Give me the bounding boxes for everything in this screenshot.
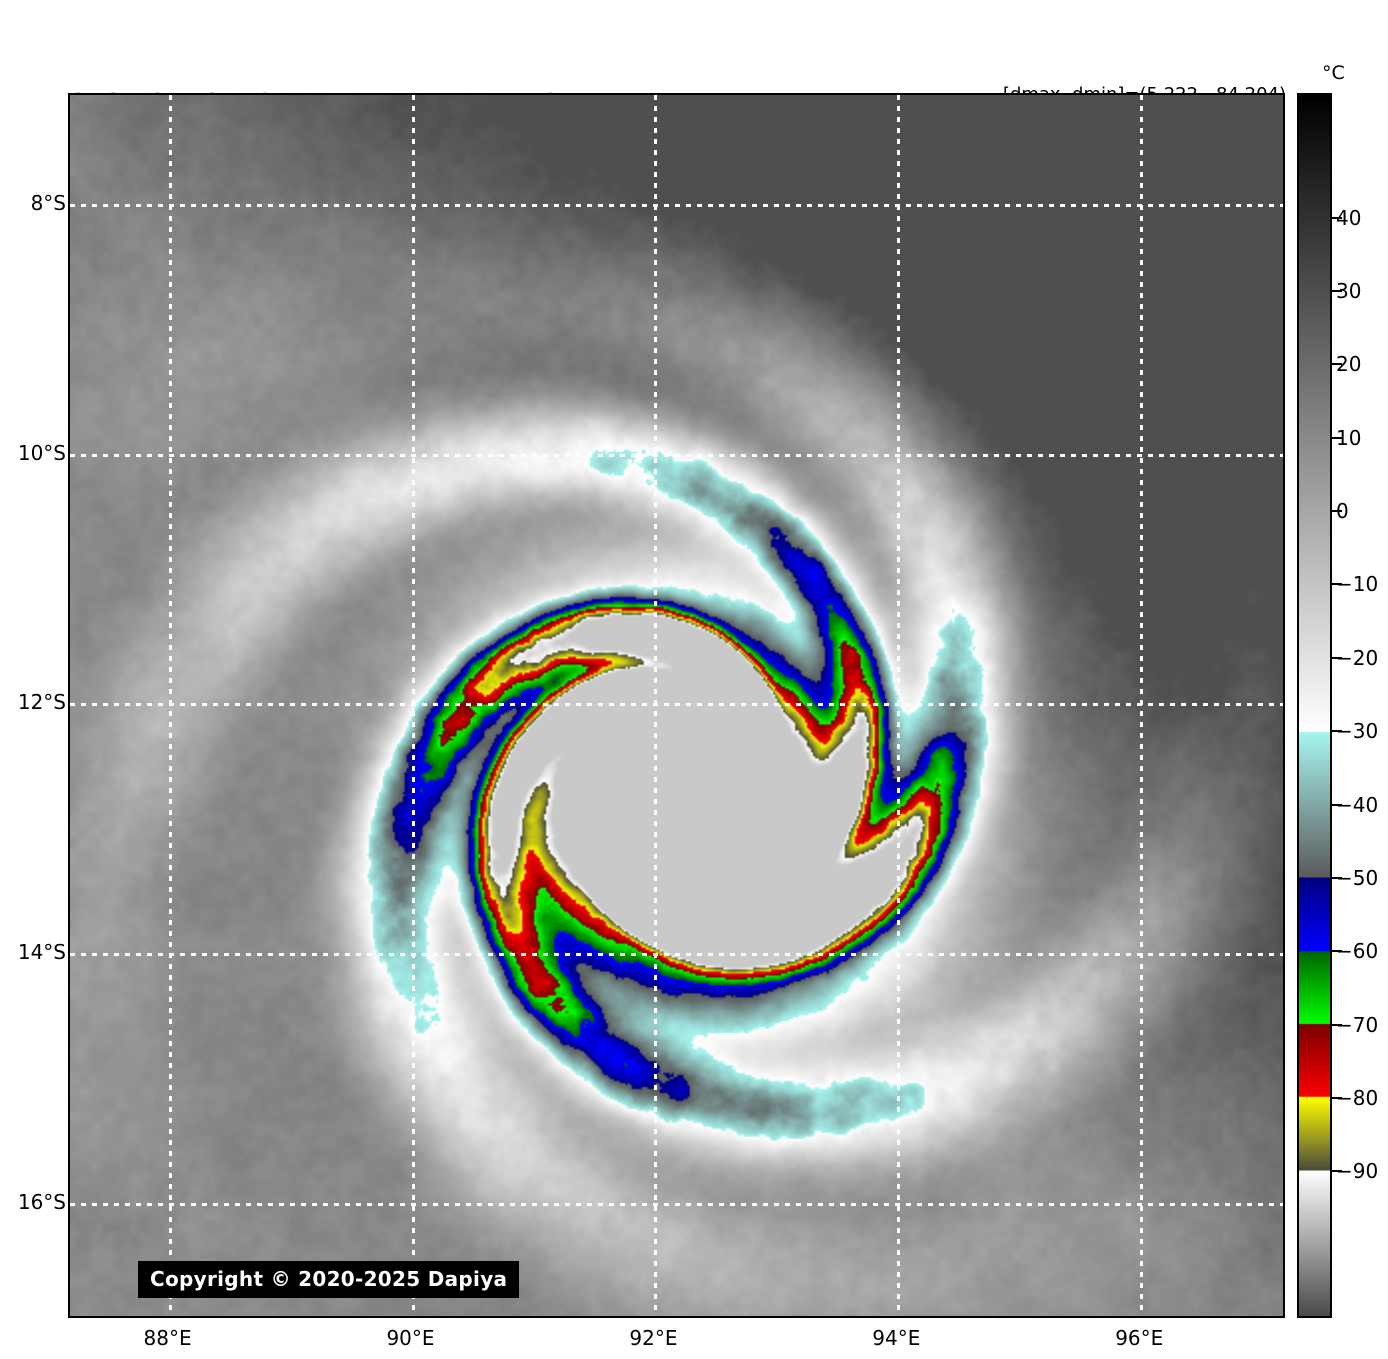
- xtick-92°E: 92°E: [629, 1326, 678, 1350]
- ytick-14°S: 14°S: [17, 940, 66, 965]
- colorbar-tick-mark: [1332, 436, 1342, 439]
- copyright-banner: Copyright © 2020-2025 Dapiya: [138, 1261, 520, 1298]
- colorbar-tick-mark: [1332, 290, 1342, 293]
- xtick-94°E: 94°E: [872, 1326, 921, 1350]
- colorbar-tick--10: −10: [1336, 572, 1379, 597]
- colorbar-tick-40: 40: [1336, 205, 1362, 230]
- colorbar-tick--20: −20: [1336, 645, 1379, 670]
- colorbar-tick--50: −50: [1336, 865, 1379, 890]
- colorbar-tick-mark: [1332, 510, 1342, 513]
- colorbar-tick--40: −40: [1336, 792, 1379, 817]
- ytick-16°S: 16°S: [17, 1189, 66, 1214]
- xtick-88°E: 88°E: [143, 1326, 192, 1350]
- colorbar-tick-mark: [1332, 656, 1342, 659]
- ytick-8°S: 8°S: [30, 190, 66, 215]
- colorbar-tick-mark: [1332, 363, 1342, 366]
- satellite-image-panel[interactable]: Copyright © 2020-2025 Dapiya: [68, 93, 1285, 1318]
- colorbar-tick-20: 20: [1336, 352, 1362, 377]
- colorbar-unit-label: °C: [1322, 62, 1345, 84]
- colorbar-tick-mark: [1332, 950, 1342, 953]
- colorbar-tick-mark: [1332, 1170, 1342, 1173]
- colorbar-tick--70: −70: [1336, 1012, 1379, 1037]
- colorbar-tick--90: −90: [1336, 1159, 1379, 1184]
- colorbar-tick-mark: [1332, 1023, 1342, 1026]
- colorbar-tick-mark: [1332, 730, 1342, 733]
- colorbar-gradient: [1299, 95, 1330, 1316]
- temperature-colorbar[interactable]: [1297, 93, 1332, 1318]
- xtick-90°E: 90°E: [386, 1326, 435, 1350]
- colorbar-tick-mark: [1332, 583, 1342, 586]
- colorbar-tick-0: 0: [1336, 499, 1349, 524]
- ytick-10°S: 10°S: [17, 440, 66, 465]
- colorbar-tick-30: 30: [1336, 279, 1362, 304]
- colorbar-tick--60: −60: [1336, 939, 1379, 964]
- ytick-12°S: 12°S: [17, 690, 66, 715]
- colorbar-tick-mark: [1332, 803, 1342, 806]
- colorbar-tick-mark: [1332, 1096, 1342, 1099]
- xtick-96°E: 96°E: [1115, 1326, 1164, 1350]
- colorbar-tick-10: 10: [1336, 425, 1362, 450]
- infrared-satellite-heatmap: [70, 95, 1283, 1316]
- colorbar-tick-mark: [1332, 216, 1342, 219]
- colorbar-tick-mark: [1332, 876, 1342, 879]
- colorbar-tick--30: −30: [1336, 719, 1379, 744]
- colorbar-tick--80: −80: [1336, 1085, 1379, 1110]
